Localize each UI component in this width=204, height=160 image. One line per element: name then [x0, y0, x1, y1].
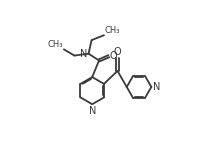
Text: O: O	[110, 51, 118, 60]
Text: N: N	[80, 49, 87, 59]
Text: O: O	[113, 47, 121, 57]
Text: CH₃: CH₃	[47, 40, 63, 49]
Text: N: N	[89, 106, 96, 116]
Text: N: N	[153, 82, 160, 92]
Text: CH₃: CH₃	[105, 26, 120, 35]
